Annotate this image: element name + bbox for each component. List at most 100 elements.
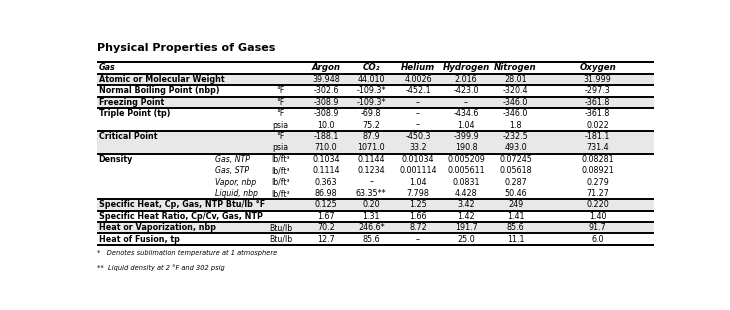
Text: -109.3*: -109.3* [356, 86, 386, 95]
Bar [97, 142, 654, 153]
Text: 0.125: 0.125 [315, 201, 337, 210]
Text: 1.41: 1.41 [507, 212, 524, 221]
Bar [97, 62, 654, 74]
Text: 7.798: 7.798 [407, 189, 429, 198]
Text: 71.27: 71.27 [586, 189, 609, 198]
Text: 0.08281: 0.08281 [581, 155, 614, 164]
Text: 6.0: 6.0 [591, 235, 604, 244]
Text: Heat or Vaporization, nbp: Heat or Vaporization, nbp [99, 223, 215, 232]
Text: -232.5: -232.5 [503, 132, 529, 141]
Text: 85.6: 85.6 [363, 235, 380, 244]
Text: –: – [416, 235, 420, 244]
Text: 50.46: 50.46 [504, 189, 527, 198]
Text: -452.1: -452.1 [405, 86, 431, 95]
Text: 249: 249 [508, 201, 523, 210]
Text: Freezing Point: Freezing Point [99, 98, 164, 107]
Text: Btu/lb: Btu/lb [269, 223, 292, 232]
Text: Heat of Fusion, tp: Heat of Fusion, tp [99, 235, 180, 244]
Bar [97, 96, 654, 108]
Bar [97, 176, 654, 188]
Text: 12.7: 12.7 [317, 235, 335, 244]
Text: -308.9: -308.9 [313, 98, 339, 107]
Text: 1.31: 1.31 [363, 212, 380, 221]
Text: 191.7: 191.7 [455, 223, 477, 232]
Text: 731.4: 731.4 [586, 143, 609, 152]
Text: lb/ft³: lb/ft³ [272, 178, 290, 187]
Text: 246.6*: 246.6* [358, 223, 385, 232]
Bar [97, 233, 654, 245]
Text: Gas, STP: Gas, STP [215, 166, 249, 175]
Text: Specific Heat, Cp, Gas, NTP Btu/lb °F: Specific Heat, Cp, Gas, NTP Btu/lb °F [99, 201, 265, 210]
Bar [97, 74, 654, 85]
Text: -423.0: -423.0 [453, 86, 479, 95]
Text: 0.08921: 0.08921 [581, 166, 614, 175]
Text: 33.2: 33.2 [409, 143, 427, 152]
Bar [97, 188, 654, 199]
Text: 190.8: 190.8 [455, 143, 477, 152]
Text: Oxygen: Oxygen [579, 64, 616, 73]
Text: Helium: Helium [401, 64, 435, 73]
Text: 0.1114: 0.1114 [312, 166, 339, 175]
Text: Normal Boiling Point (nbp): Normal Boiling Point (nbp) [99, 86, 219, 95]
Text: Nitrogen: Nitrogen [494, 64, 537, 73]
Text: 11.1: 11.1 [507, 235, 524, 244]
Text: 0.1234: 0.1234 [358, 166, 385, 175]
Text: –: – [416, 109, 420, 118]
Text: –: – [416, 98, 420, 107]
Text: -302.6: -302.6 [313, 86, 339, 95]
Text: –: – [416, 121, 420, 130]
Text: -320.4: -320.4 [503, 86, 529, 95]
Text: 0.0831: 0.0831 [453, 178, 480, 187]
Text: -297.3: -297.3 [585, 86, 610, 95]
Bar [97, 108, 654, 119]
Text: 75.2: 75.2 [362, 121, 380, 130]
Text: °F: °F [277, 86, 285, 95]
Text: psia: psia [273, 121, 289, 130]
Bar [97, 85, 654, 96]
Bar [97, 153, 654, 165]
Text: 1.67: 1.67 [318, 212, 335, 221]
Text: 4.428: 4.428 [455, 189, 477, 198]
Text: 1.40: 1.40 [589, 212, 607, 221]
Text: Critical Point: Critical Point [99, 132, 157, 141]
Text: 25.0: 25.0 [457, 235, 475, 244]
Text: 0.220: 0.220 [586, 201, 609, 210]
Text: Density: Density [99, 155, 133, 164]
Text: 63.35**: 63.35** [356, 189, 387, 198]
Text: 86.98: 86.98 [315, 189, 337, 198]
Bar [97, 165, 654, 176]
Text: Physical Properties of Gases: Physical Properties of Gases [97, 43, 275, 53]
Text: -346.0: -346.0 [503, 109, 529, 118]
Bar [97, 210, 654, 222]
Text: 0.1144: 0.1144 [358, 155, 385, 164]
Text: 39.948: 39.948 [312, 75, 340, 84]
Text: 28.01: 28.01 [504, 75, 527, 84]
Text: Argon: Argon [312, 64, 340, 73]
Text: 1.66: 1.66 [410, 212, 427, 221]
Text: -69.8: -69.8 [361, 109, 382, 118]
Text: Specific Heat Ratio, Cp/Cv, Gas, NTP: Specific Heat Ratio, Cp/Cv, Gas, NTP [99, 212, 263, 221]
Text: *   Denotes sublimation temperature at 1 atmosphere: * Denotes sublimation temperature at 1 a… [97, 250, 277, 256]
Text: 0.01034: 0.01034 [402, 155, 434, 164]
Bar [97, 222, 654, 233]
Text: °F: °F [277, 109, 285, 118]
Bar [97, 199, 654, 210]
Text: lb/ft³: lb/ft³ [272, 166, 290, 175]
Text: CO₂: CO₂ [363, 64, 380, 73]
Text: -188.1: -188.1 [313, 132, 339, 141]
Text: 0.022: 0.022 [586, 121, 609, 130]
Text: Triple Point (tp): Triple Point (tp) [99, 109, 170, 118]
Text: -109.3*: -109.3* [356, 98, 386, 107]
Text: Hydrogen: Hydrogen [442, 64, 490, 73]
Text: 1.04: 1.04 [410, 178, 427, 187]
Text: 8.72: 8.72 [409, 223, 427, 232]
Text: 85.6: 85.6 [507, 223, 524, 232]
Text: Vapor, nbp: Vapor, nbp [215, 178, 255, 187]
Text: Gas, NTP: Gas, NTP [215, 155, 250, 164]
Text: 4.0026: 4.0026 [404, 75, 431, 84]
Text: -181.1: -181.1 [585, 132, 610, 141]
Text: 0.07245: 0.07245 [499, 155, 532, 164]
Text: 44.010: 44.010 [358, 75, 385, 84]
Text: 1.04: 1.04 [457, 121, 475, 130]
Text: 0.287: 0.287 [504, 178, 527, 187]
